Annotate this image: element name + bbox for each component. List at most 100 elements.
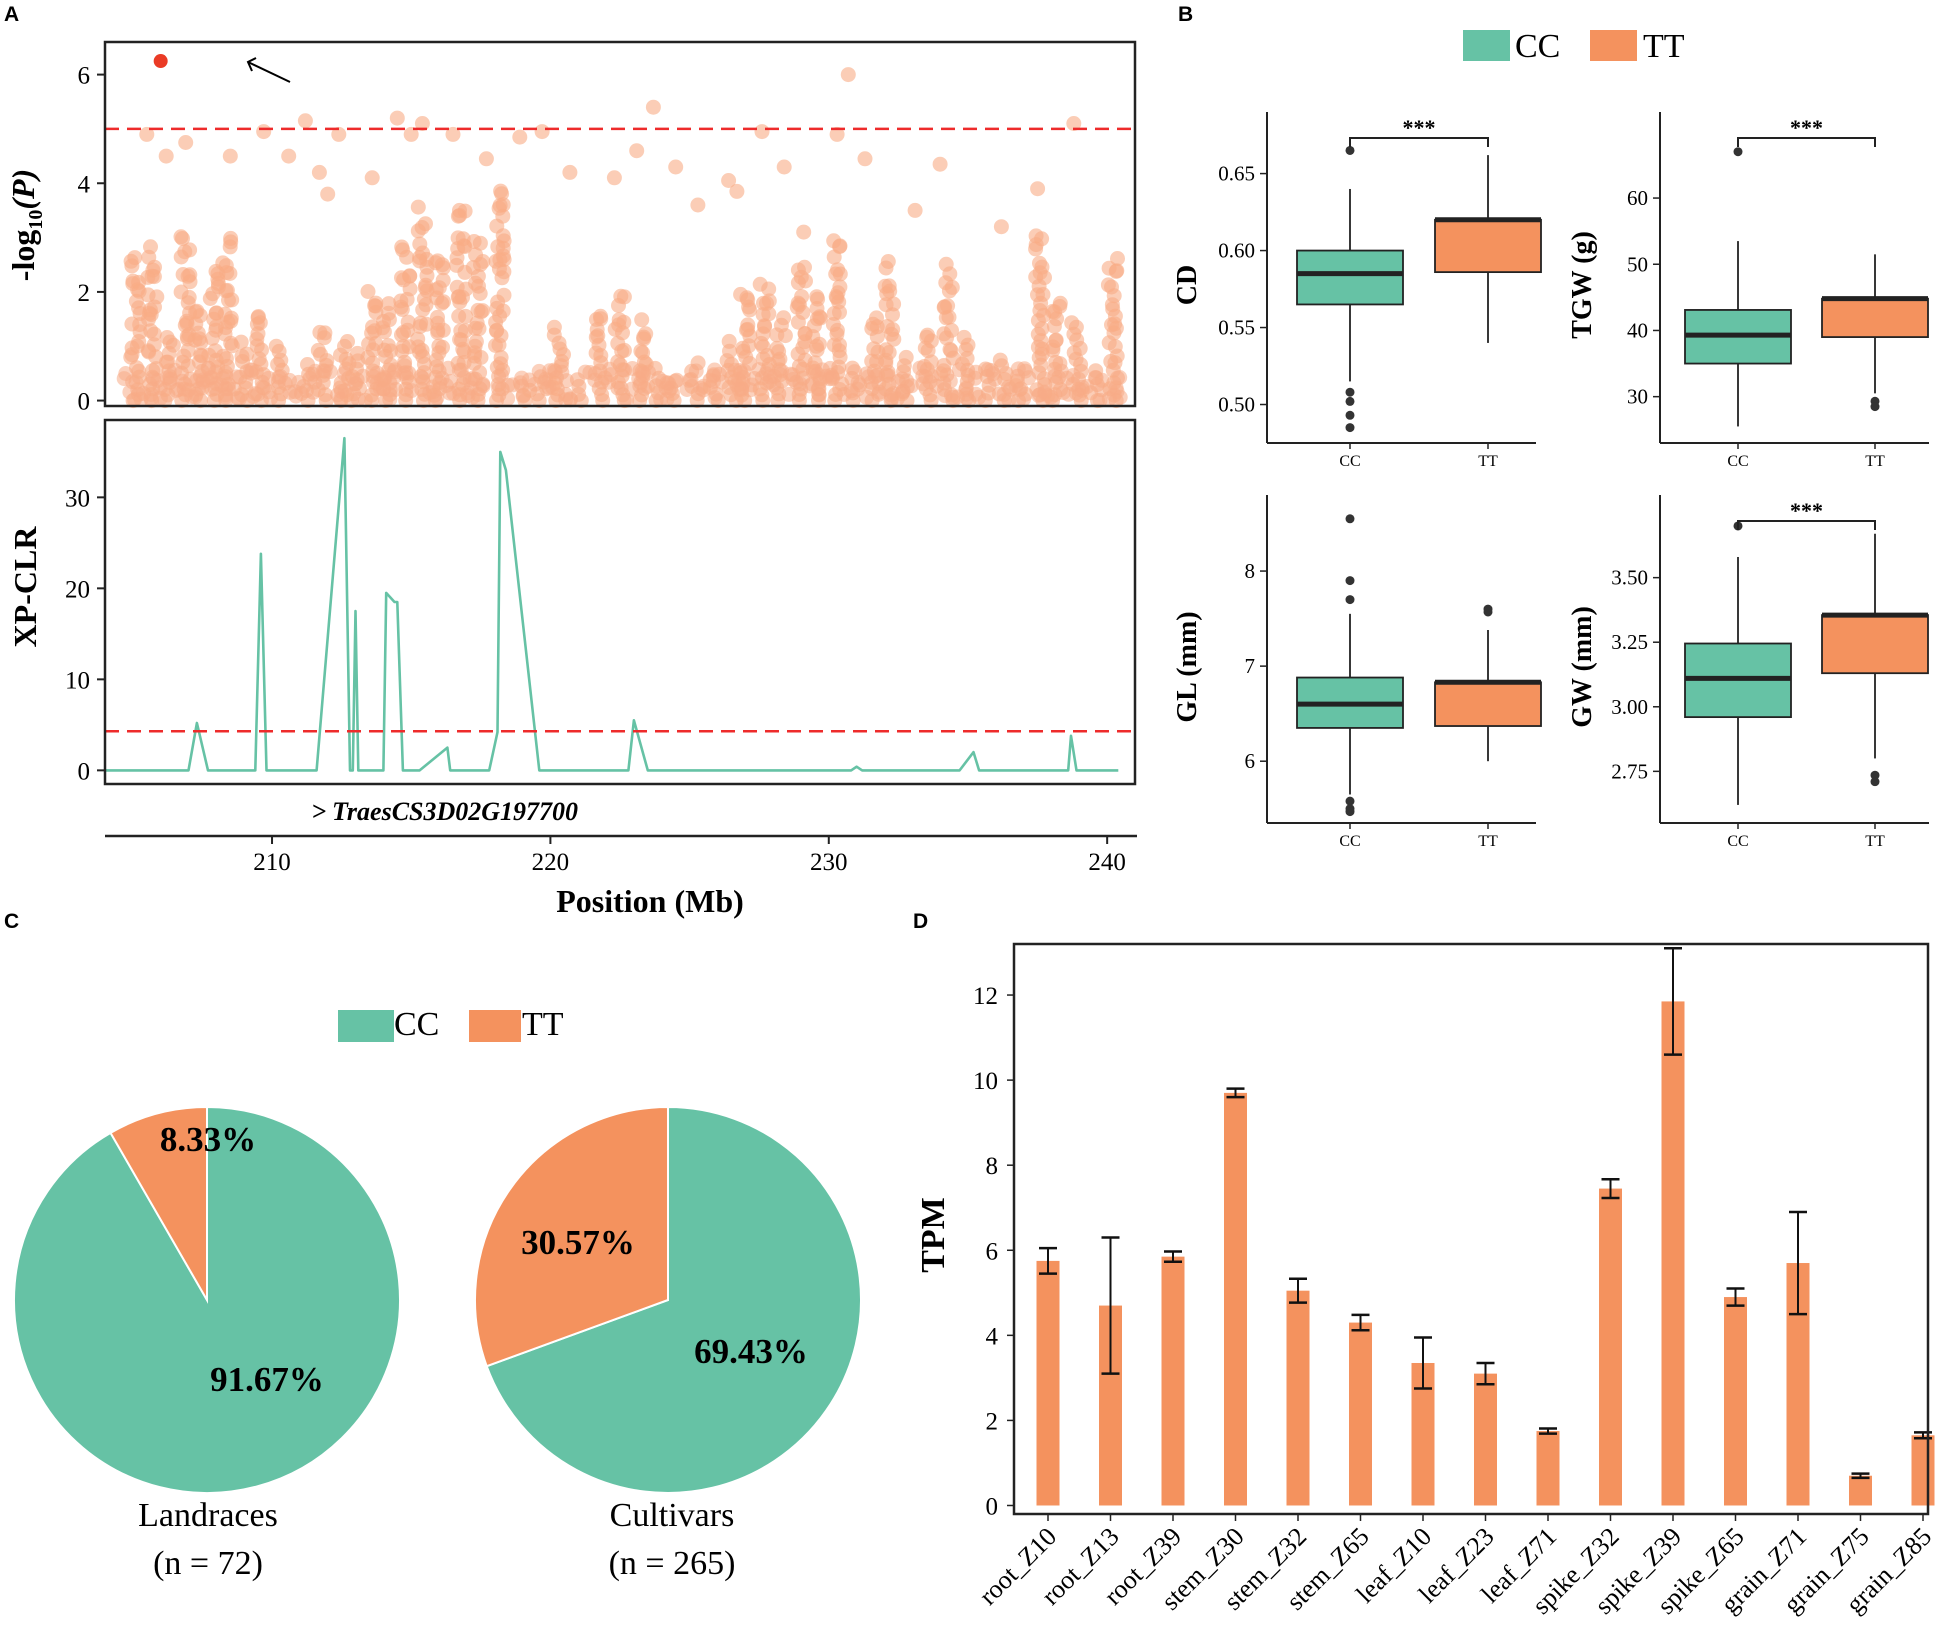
manhattan-point [766,377,782,393]
pie-landraces-title: Landraces [138,1497,278,1534]
manhattan-point [542,363,558,379]
boxplot-gl: GL (mm) 6 7 8 CC TT [1172,495,1542,850]
manhattan-point [360,284,376,299]
manhattan-point [457,203,473,219]
manhattan-point [929,378,945,394]
manhattan-point [215,370,231,386]
manhattan-y-tick-label: 0 [78,389,91,416]
manhattan-point [1059,370,1075,386]
significance-stars: *** [1790,498,1823,523]
panel-label-d: D [913,910,928,933]
manhattan-point [173,229,189,245]
manhattan-point [250,309,266,324]
manhattan-point [418,216,433,232]
manhattan-point [475,378,491,394]
tpm-y-tick-label: 8 [986,1153,999,1180]
manhattan-point [785,372,801,387]
box-y-tick-label: 0.65 [1218,162,1255,186]
manhattan-point [270,373,286,389]
manhattan-point [494,186,510,202]
manhattan-y-title: -log10(P) [5,169,47,281]
manhattan-y-tick-label: 6 [78,63,91,90]
manhattan-point [611,312,627,328]
manhattan-point [776,310,792,326]
manhattan-point [1047,368,1063,384]
box-y-tick-label: 0.55 [1218,316,1255,340]
box-y-tick-label: 2.75 [1611,759,1648,783]
box-y-tick-label: 8 [1245,559,1256,583]
manhattan-point [268,338,284,354]
box-outlier [1345,410,1355,420]
manhattan-point [184,389,200,405]
box-outlier [1870,402,1880,412]
pie-cultivars-tt-pct: 30.57% [521,1223,635,1262]
manhattan-y-title-main: -log [5,230,41,282]
manhattan-point [1048,332,1064,348]
manhattan-point [937,299,953,315]
box-outlier [1345,387,1355,397]
manhattan-point [281,148,297,164]
manhattan-point [1010,361,1026,377]
manhattan-point [415,245,431,261]
boxplot-cd: CD 0.50 0.55 0.60 0.65 CC TT *** [1172,112,1542,470]
boxplot-gl-y-title: GL (mm) [1172,611,1203,722]
pie-cultivars-n: (n = 265) [609,1545,736,1582]
box-body [1821,614,1929,675]
manhattan-point [562,392,578,408]
manhattan-point [492,197,508,213]
manhattan-point [125,273,141,289]
manhattan-point [942,341,958,357]
manhattan-point [458,308,474,324]
manhattan-point [429,390,445,406]
manhattan-point [920,327,935,343]
manhattan-point [1043,389,1059,405]
manhattan-point [729,183,745,199]
manhattan-point [287,384,303,400]
manhattan-point [430,309,445,325]
manhattan-point [832,279,848,295]
manhattan-point [681,372,697,388]
box-body [1434,218,1542,274]
xpclr-y-title: XP-CLR [7,526,43,648]
position-x-ticks: 210 220 230 240 [253,836,1126,876]
position-x-title: Position (Mb) [556,883,744,919]
manhattan-point [389,110,405,126]
box-y-tick-label: 0.60 [1218,239,1255,263]
manhattan-point [541,380,557,395]
manhattan-point [1064,315,1080,331]
manhattan-point [881,278,897,294]
manhattan-point [317,363,333,379]
pie-landraces [13,1105,401,1494]
significance-bracket [1737,520,1876,530]
manhattan-point [769,340,785,356]
manhattan-point [446,386,462,401]
manhattan-point [894,371,910,387]
manhattan-point [634,312,650,328]
manhattan-point [218,283,234,299]
box-outlier [1345,423,1355,433]
manhattan-point [496,287,512,303]
pie-landraces-cc-pct: 91.67% [210,1360,324,1399]
manhattan-point [159,330,175,345]
manhattan-point [885,322,901,337]
manhattan-point [410,199,426,215]
manhattan-point [895,384,911,400]
legend-b-cc-swatch [1463,30,1510,61]
panel-label-b: B [1178,3,1193,26]
tpm-bar [1599,1188,1622,1506]
significance-stars: *** [1790,115,1823,140]
manhattan-point [871,384,887,400]
manhattan-point [217,306,233,322]
manhattan-point [1052,295,1068,311]
manhattan-point [415,370,430,386]
manhattan-point [830,262,846,278]
box-x-tick-label: CC [1339,453,1360,470]
manhattan-point [1016,391,1032,407]
manhattan-point [546,319,562,335]
manhattan-point [515,388,531,404]
boxplot-tgw-y-title: TGW (g) [1567,231,1598,339]
manhattan-point [404,383,420,399]
manhattan-point [857,151,873,167]
manhattan-point [992,352,1008,368]
manhattan-point [534,124,550,140]
